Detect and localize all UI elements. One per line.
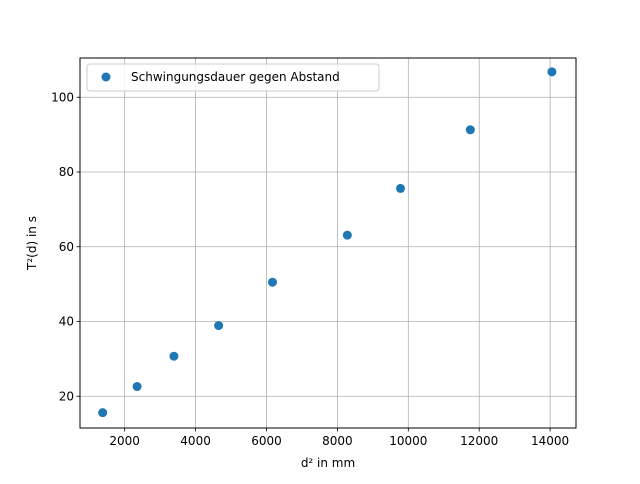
data-point (132, 382, 142, 392)
data-point (547, 67, 557, 77)
x-tick-label: 10000 (389, 434, 427, 448)
y-tick-label: 40 (59, 315, 74, 329)
y-tick-label: 80 (59, 165, 74, 179)
plot-frame (79, 57, 577, 429)
legend-entry-label: Schwingungsdauer gegen Abstand (131, 70, 340, 84)
x-tick-label: 4000 (180, 434, 211, 448)
x-tick-label: 6000 (251, 434, 282, 448)
axis-ticks: 2000 4000 6000 8000 10000 12000 14000 20 40 60 80 1… (51, 90, 569, 448)
data-point (98, 408, 108, 418)
data-point (396, 183, 406, 193)
grid-lines (80, 58, 576, 428)
y-tick-label: 20 (59, 389, 74, 403)
x-tick-label: 2000 (109, 434, 140, 448)
x-tick-label: 8000 (322, 434, 353, 448)
x-axis-label: d² in mm (301, 456, 355, 470)
y-axis-label: T²(d) in s (25, 216, 39, 271)
data-point (169, 351, 179, 361)
y-tick-label: 60 (59, 240, 74, 254)
x-tick-label: 12000 (460, 434, 498, 448)
data-points (98, 67, 557, 418)
data-point (342, 230, 352, 240)
y-tick-label: 100 (51, 90, 74, 104)
legend-box (86, 63, 380, 92)
legend-marker (101, 72, 111, 82)
data-point (268, 277, 278, 287)
legend: Schwingungsdauer gegen Abstand (86, 63, 380, 92)
data-point (465, 125, 475, 135)
data-point (214, 321, 224, 331)
x-tick-label: 14000 (531, 434, 569, 448)
